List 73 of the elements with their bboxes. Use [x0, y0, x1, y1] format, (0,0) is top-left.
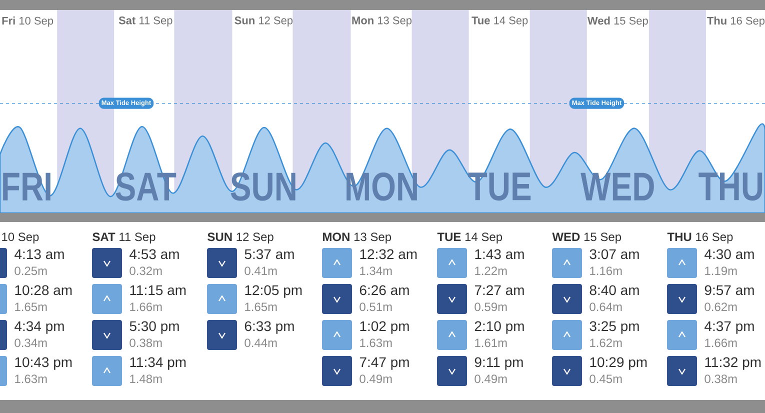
text: 0.59m	[474, 302, 507, 312]
text: 0.32m	[130, 266, 162, 276]
text: 5:30 pm	[130, 321, 179, 334]
category-label: MON 13 Sep	[323, 232, 392, 244]
category-label: 10 Sep	[2, 232, 39, 244]
text: 12:32 am	[360, 249, 417, 260]
x-tick-label: Sat 11 Sep	[118, 16, 172, 26]
text: 7:27 am	[474, 285, 524, 296]
text: 1.66m	[705, 338, 737, 348]
text: 0.45m	[590, 374, 622, 384]
text: 0.25m	[14, 266, 47, 276]
category-label: WED 15 Sep	[552, 232, 622, 244]
text: 0.62m	[704, 302, 737, 312]
text: 1.16m	[590, 266, 622, 276]
text: 11:32 pm	[705, 357, 761, 370]
text: 10:28 am	[15, 285, 72, 296]
text: 6:33 pm	[244, 321, 294, 334]
text: 1.62m	[590, 338, 622, 348]
annotation: WED	[580, 172, 654, 200]
text: 0.49m	[360, 374, 392, 384]
text: 0.51m	[360, 302, 392, 312]
text: 2:10 pm	[474, 321, 524, 334]
text: 0.64m	[590, 302, 622, 312]
text: 9:11 pm	[474, 357, 523, 370]
text: 4:34 pm	[14, 321, 64, 334]
text: 12:05 pm	[245, 285, 302, 298]
text: 0.38m	[704, 374, 737, 384]
text: 0.38m	[130, 338, 162, 348]
text: 4:30 am	[704, 249, 754, 260]
x-tick-label: Thu 16 Sep	[707, 16, 765, 27]
text: 1:02 pm	[360, 321, 409, 334]
text: 1:43 am	[475, 249, 524, 260]
x-tick-label: Wed 15 Sep	[587, 16, 648, 27]
text: 1.48m	[130, 374, 162, 384]
text: 1.22m	[475, 266, 507, 275]
text: 1.65m	[15, 302, 47, 312]
text: 1.63m	[15, 374, 47, 384]
annotation: SUN	[230, 172, 296, 201]
category-label: SAT 11 Sep	[92, 232, 156, 244]
text: 3:25 pm	[590, 321, 639, 334]
category-label: SUN 12 Sep	[208, 232, 274, 244]
annotation: MON	[346, 172, 417, 201]
category-label: TUE 14 Sep	[437, 232, 502, 244]
text: 11:15 am	[130, 285, 186, 296]
text: 10:29 pm	[590, 357, 647, 370]
text: 9:57 am	[704, 285, 754, 296]
category-label: THU 16 Sep	[667, 232, 733, 244]
annotation: THU	[698, 172, 762, 201]
text: 4:13 am	[14, 249, 64, 260]
text: 8:40 am	[590, 285, 639, 296]
text: 1.61m	[475, 338, 507, 348]
x-tick-label: Sun 12 Sep	[234, 16, 293, 26]
x-tick-label: Fri 10 Sep	[2, 16, 54, 27]
text: 1.63m	[360, 338, 392, 348]
text: 6:26 am	[360, 285, 409, 296]
x-tick-label: Tue 14 Sep	[472, 16, 528, 26]
text: 1.34m	[360, 266, 392, 276]
text: 1.66m	[130, 302, 162, 312]
text: 11:34 pm	[130, 357, 186, 370]
text: 0.49m	[474, 374, 507, 384]
text: 4:53 am	[130, 249, 179, 260]
x-tick-label: Mon 13 Sep	[352, 16, 412, 26]
text: 3:07 am	[590, 249, 639, 260]
text: 1.65m	[245, 302, 277, 312]
text: 1.19m	[705, 266, 737, 276]
text: 10:43 pm	[15, 357, 72, 370]
text: 0.41m	[244, 266, 277, 276]
annotation: TUE	[468, 172, 531, 201]
text: 7:47 pm	[360, 357, 409, 370]
text: 0.34m	[14, 338, 47, 348]
text: 5:37 am	[244, 249, 294, 260]
text: 4:37 pm	[704, 321, 754, 334]
text: 0.44m	[244, 338, 277, 348]
